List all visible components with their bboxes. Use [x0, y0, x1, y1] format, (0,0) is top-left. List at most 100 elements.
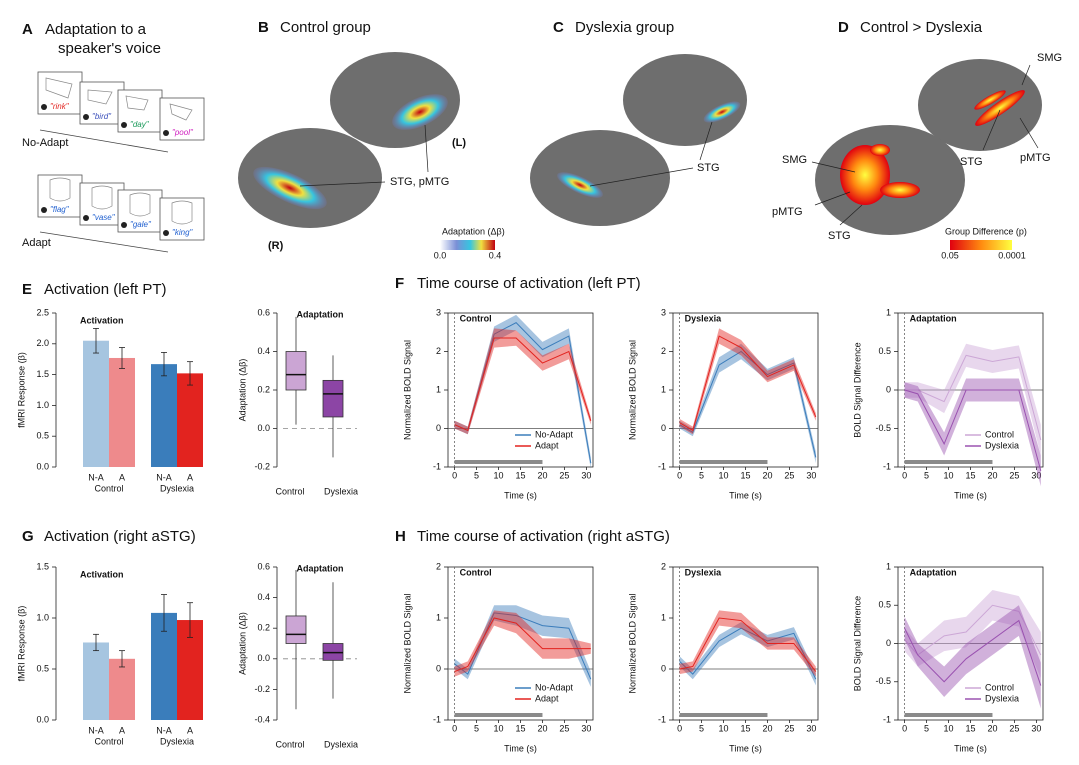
y-tick-label: 1.5: [36, 369, 49, 379]
x-tick-label: 25: [559, 723, 569, 733]
y-tick-label: 1: [436, 384, 441, 394]
label: 0.0: [434, 250, 447, 260]
y-tick-label: 0.0: [36, 461, 49, 471]
time-arrows-part: [39, 231, 169, 253]
label: Adaptation (Δβ): [442, 226, 505, 236]
label: pMTG: [1020, 152, 1051, 164]
brain-surface: [238, 52, 460, 228]
y-tick-label: 2.5: [36, 307, 49, 317]
chart-title: Adaptation: [297, 563, 344, 573]
x-tick-label: 5: [699, 723, 704, 733]
x-tick-label: 30: [806, 470, 816, 480]
legend-label: No-Adapt: [535, 682, 574, 692]
time-arrows: [39, 129, 169, 253]
label: STG: [697, 162, 720, 174]
x-tick-label: 15: [515, 470, 525, 480]
label: "gale": [130, 220, 152, 229]
y-axis-label: fMRI Response (β): [16, 606, 26, 682]
headphones-part: [121, 222, 127, 228]
y-tick-label: -0.4: [254, 714, 270, 724]
plot-frame: [672, 312, 819, 468]
y-axis-label: Normalized BOLD Signal: [627, 593, 637, 693]
y-axis-label: BOLD Signal Difference: [852, 596, 862, 691]
stimulus-bar: [679, 460, 768, 464]
x-tick-label: 0: [677, 723, 682, 733]
line: [904, 619, 1042, 686]
y-tick-label: 0.2: [257, 623, 270, 633]
x-tick-label: 0: [452, 723, 457, 733]
x-tick-label: 25: [559, 470, 569, 480]
x-tick-label: 25: [784, 723, 794, 733]
y-tick-label: 0.6: [257, 561, 270, 571]
headphones-part: [41, 104, 47, 110]
x-axis-label: Time (s): [504, 743, 537, 753]
headphones-part: [121, 122, 127, 128]
label: D: [838, 19, 849, 36]
stimulus-bar: [904, 460, 993, 464]
error-band: [679, 610, 816, 677]
box: [285, 351, 307, 391]
headphones-part: [83, 114, 89, 120]
legend-label: Control: [985, 429, 1014, 439]
y-tick-label: 0.6: [257, 307, 270, 317]
y-tick-label: 1.0: [36, 400, 49, 410]
chart-title: Dyslexia: [685, 313, 723, 323]
panel-letter: G: [22, 528, 34, 545]
difference-blobs-part: [880, 182, 920, 198]
label-lines: [299, 124, 429, 187]
group-label: Dyslexia: [160, 483, 194, 493]
x-tick-label: 10: [494, 470, 504, 480]
y-tick-label: -0.2: [254, 461, 270, 471]
panel-letter: E: [22, 281, 32, 298]
bar: [109, 357, 135, 467]
label: STG, pMTG: [390, 176, 449, 188]
panel-d: D Control > Dyslexia SMG SMG pMTG pMTG S…: [772, 19, 1062, 260]
activation-blobs: [253, 94, 448, 210]
legend-label: Dyslexia: [985, 693, 1019, 703]
y-tick-label: 0: [436, 663, 441, 673]
x-tick-label: 10: [719, 470, 729, 480]
label: No-Adapt: [22, 137, 68, 149]
label: B: [258, 19, 269, 36]
y-axis-label: Normalized BOLD Signal: [627, 340, 637, 440]
y-axis-label: BOLD Signal Difference: [852, 342, 862, 437]
y-tick-label: 2: [661, 561, 666, 571]
x-tick-label: 25: [784, 470, 794, 480]
label: STG: [960, 156, 983, 168]
bar: [151, 364, 177, 467]
legend-label: Dyslexia: [985, 440, 1019, 450]
y-tick-label: 0.4: [257, 592, 270, 602]
brain-surface: [815, 59, 1042, 235]
label: "flag": [50, 205, 70, 214]
card-sketches-part: [171, 200, 193, 225]
label-lines-part: [1021, 64, 1031, 86]
y-tick-label: 0.5: [878, 600, 891, 610]
x-tick-label: A: [187, 725, 193, 735]
x-tick-label: Dyslexia: [324, 739, 358, 749]
card-sketches-part: [45, 77, 73, 99]
label-lines-part: [699, 121, 713, 161]
y-tick-label: -1: [433, 461, 441, 471]
line: [454, 617, 591, 673]
stimulus-bar: [454, 713, 543, 717]
chart-title: Activation: [80, 569, 124, 579]
activation-blobs-part: [392, 94, 448, 130]
line: [454, 612, 592, 680]
label: Dyslexia group: [575, 19, 674, 36]
headphones: [41, 104, 169, 236]
y-tick-label: -0.5: [875, 676, 891, 686]
label: (L): [452, 137, 466, 149]
x-tick-label: 30: [1031, 470, 1041, 480]
label-lines-part: [424, 124, 429, 173]
y-tick-label: 0: [436, 423, 441, 433]
bar: [83, 340, 109, 467]
label: "vase": [92, 213, 116, 222]
y-tick-label: 1.0: [36, 612, 49, 622]
x-tick-label: 10: [719, 723, 729, 733]
line: [904, 389, 1042, 471]
group-label: Dyslexia: [160, 736, 194, 746]
panel-title: Activation (left PT): [44, 281, 167, 298]
y-tick-label: 2: [436, 346, 441, 356]
y-tick-label: 1: [886, 307, 891, 317]
